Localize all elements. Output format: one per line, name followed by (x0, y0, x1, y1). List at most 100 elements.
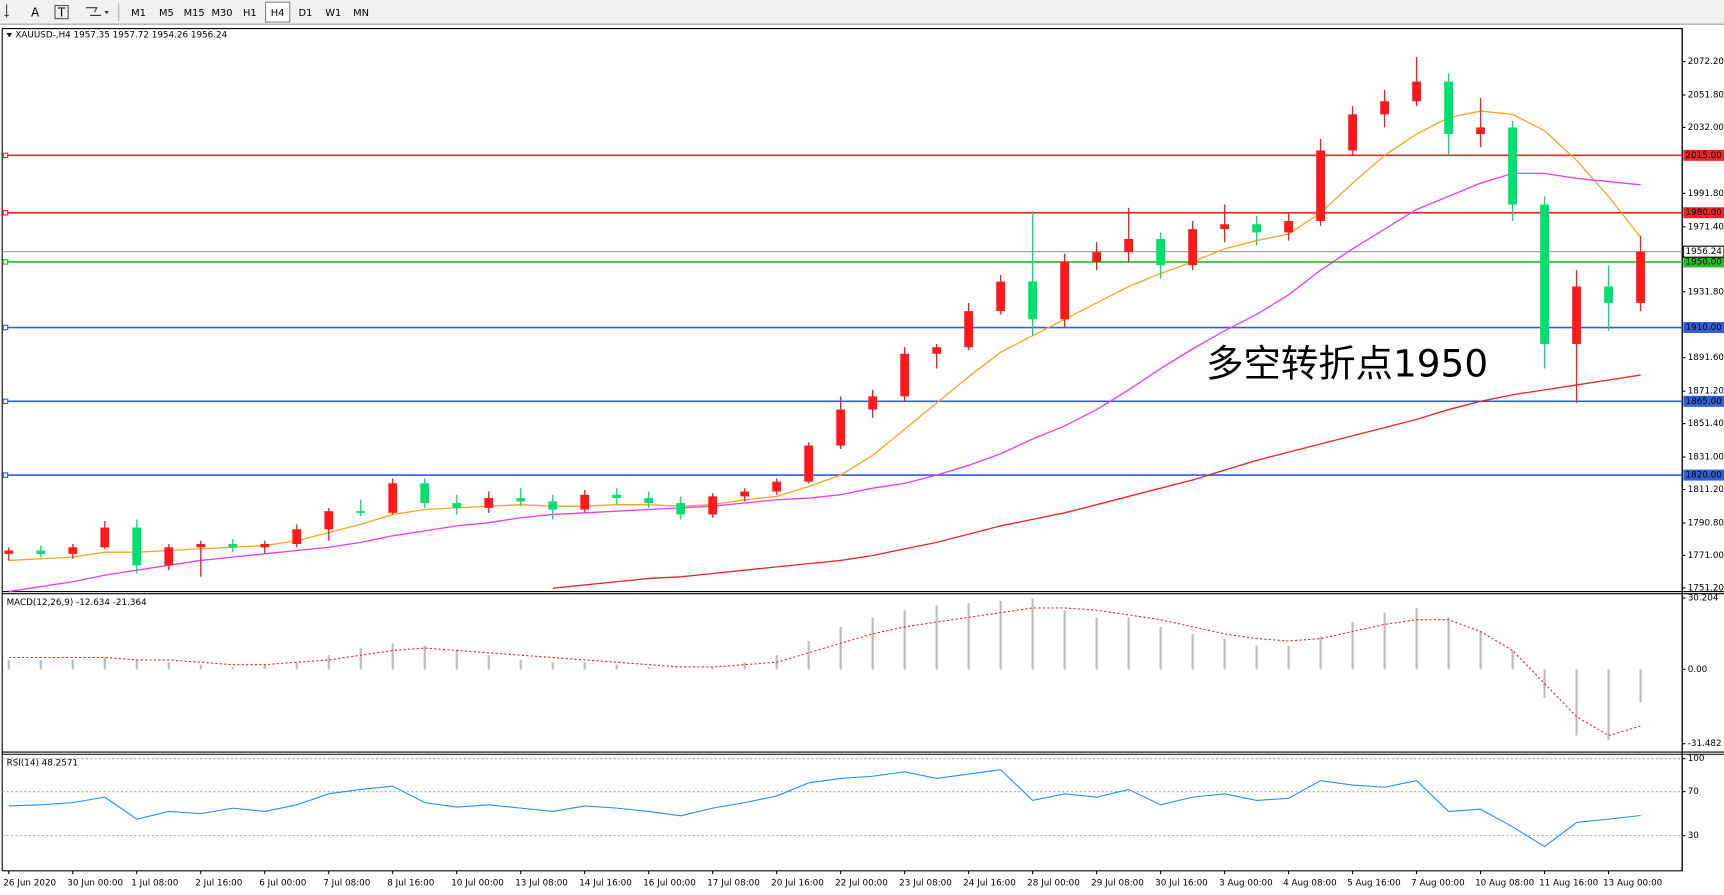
line-handle (2, 398, 9, 405)
candle-body (164, 547, 174, 566)
candle-body (1220, 224, 1230, 230)
y-tick-label: 1871.20 (1688, 387, 1724, 397)
candle-body (36, 550, 46, 554)
x-tick-label: 1 Jul 08:00 (131, 878, 178, 888)
current-price-box (1682, 245, 1724, 258)
moving-average (8, 172, 1641, 593)
moving-average (552, 374, 1641, 589)
candle-body (612, 494, 622, 499)
x-tick-label: 29 Jul 08:00 (1091, 878, 1144, 888)
candle-body (1444, 81, 1453, 135)
level-label: 1910.00 (1686, 323, 1722, 333)
x-tick-label: 6 Jul 00:00 (259, 878, 306, 888)
candle-body (1092, 252, 1102, 262)
dropdown-icon[interactable] (104, 11, 109, 15)
tool-box[interactable] (54, 4, 69, 20)
macd-pane-title: MACD(12,26,9) -12.634 -21.364 (7, 598, 147, 608)
candle-body (996, 281, 1006, 312)
candle-body (484, 498, 494, 508)
timeframe-button[interactable]: W1 (325, 8, 341, 19)
timeframe-button[interactable]: D1 (298, 8, 312, 19)
x-tick-label: 4 Aug 08:00 (1283, 878, 1337, 888)
candle-body (964, 311, 974, 348)
x-tick-label: 13 Jul 08:00 (515, 878, 568, 888)
shapes-icon[interactable] (85, 7, 102, 16)
level-label-box (1683, 322, 1724, 334)
line-handle (2, 324, 9, 331)
symbol-marker (6, 32, 13, 38)
candle-body (4, 550, 14, 554)
y-tick-label: 70 (1688, 787, 1699, 797)
rsi-line (8, 769, 1641, 848)
timeframe-selected[interactable] (264, 1, 291, 23)
y-tick-label: 1771.00 (1688, 551, 1724, 561)
timeframe-button[interactable]: M30 (211, 8, 232, 19)
candle-body (420, 483, 430, 503)
x-tick-label: 11 Aug 16:00 (1539, 878, 1598, 888)
candle-body (644, 498, 654, 503)
timeframe-button[interactable]: M1 (131, 8, 146, 19)
candle-body (324, 511, 334, 530)
timeframe-button[interactable]: MN (353, 8, 369, 19)
line-handle (2, 209, 9, 216)
candle-body (1252, 224, 1262, 233)
cursor-icon[interactable] (4, 4, 9, 18)
candle-body (868, 396, 878, 410)
timeframe-button[interactable]: M5 (159, 8, 174, 19)
x-tick-label: 22 Jul 00:00 (835, 878, 888, 888)
text-tool[interactable]: T (57, 6, 66, 20)
text-tool[interactable]: A (31, 6, 40, 20)
candle-body (580, 494, 590, 510)
level-label-box (1683, 256, 1724, 268)
current-price-label: 1956.24 (1686, 247, 1723, 257)
y-tick-label: 2072.20 (1688, 57, 1724, 67)
candle-body (1636, 251, 1645, 303)
y-tick-label: 1751.20 (1688, 583, 1724, 593)
x-tick-label: 30 Jun 00:00 (67, 878, 123, 888)
x-tick-label: 7 Jul 08:00 (323, 878, 370, 888)
line-handle (2, 152, 9, 159)
level-label: 1980.00 (1686, 208, 1722, 218)
candle-body (836, 409, 846, 446)
candle-body (1572, 286, 1581, 344)
y-tick-label: 1851.40 (1688, 419, 1724, 429)
candle-body (900, 353, 910, 397)
y-tick-label: 1891.60 (1688, 353, 1724, 363)
candle-body (740, 491, 750, 497)
candle-body (1188, 229, 1198, 266)
candle-body (1060, 261, 1070, 320)
price-pane-title: XAUUSD-,H4 1957.35 1957.72 1954.26 1956.… (15, 31, 227, 41)
y-tick-label: 1811.20 (1688, 485, 1724, 495)
x-tick-label: 16 Jul 00:00 (643, 878, 696, 888)
x-tick-label: 8 Jul 16:00 (387, 878, 434, 888)
x-tick-label: 14 Jul 16:00 (579, 878, 632, 888)
y-tick-label: 30.204 (1688, 593, 1719, 603)
y-tick-label: 1971.40 (1688, 222, 1724, 232)
moving-average (8, 110, 1642, 562)
candle-body (772, 481, 782, 492)
annotation: 多空转折点1950 (1206, 342, 1488, 386)
chart-frame (1, 28, 1683, 872)
candle-body (356, 511, 366, 513)
candle-body (1316, 150, 1325, 221)
candle-body (804, 445, 814, 482)
timeframe-button[interactable]: H1 (243, 8, 257, 19)
x-tick-label: 10 Aug 08:00 (1475, 878, 1534, 888)
y-tick-label: 1790.80 (1688, 518, 1724, 528)
timeframe-button[interactable]: M15 (184, 8, 205, 19)
candle-body (1476, 127, 1485, 135)
toolbar (0, 0, 1724, 25)
candle-body (1380, 101, 1389, 115)
x-tick-label: 2 Jul 16:00 (195, 878, 242, 888)
x-tick-label: 3 Aug 00:00 (1219, 878, 1273, 888)
candle-body (196, 543, 206, 548)
x-tick-label: 10 Jul 00:00 (451, 878, 504, 888)
line-handle (2, 472, 9, 478)
candle-body (708, 496, 718, 515)
y-tick-label: -31.482 (1688, 739, 1722, 749)
candle-body (1540, 204, 1549, 344)
candle-body (100, 527, 110, 548)
timeframe-button[interactable]: H4 (271, 8, 285, 19)
candle-body (292, 529, 302, 544)
